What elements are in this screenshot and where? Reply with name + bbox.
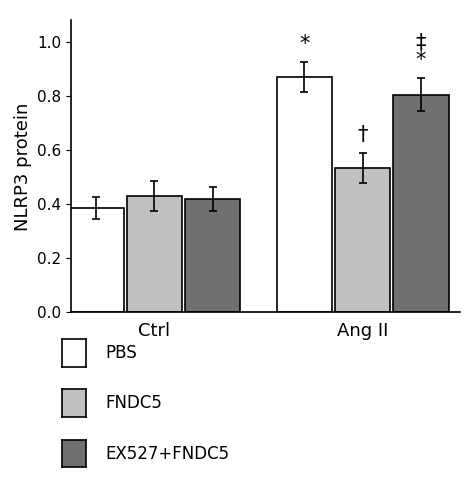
Text: FNDC5: FNDC5 bbox=[105, 394, 162, 412]
Text: ‡: ‡ bbox=[416, 33, 426, 52]
Text: PBS: PBS bbox=[105, 344, 137, 362]
Y-axis label: NLRP3 protein: NLRP3 protein bbox=[14, 102, 32, 230]
Bar bbox=[276, 77, 332, 312]
Bar bbox=[393, 95, 449, 312]
Bar bbox=[185, 199, 240, 312]
Text: EX527+FNDC5: EX527+FNDC5 bbox=[105, 445, 229, 463]
Bar bbox=[68, 208, 124, 312]
Text: *: * bbox=[299, 34, 310, 54]
Bar bbox=[335, 168, 391, 312]
Bar bbox=[127, 196, 182, 312]
Text: †: † bbox=[357, 124, 368, 145]
Text: *: * bbox=[416, 50, 426, 70]
